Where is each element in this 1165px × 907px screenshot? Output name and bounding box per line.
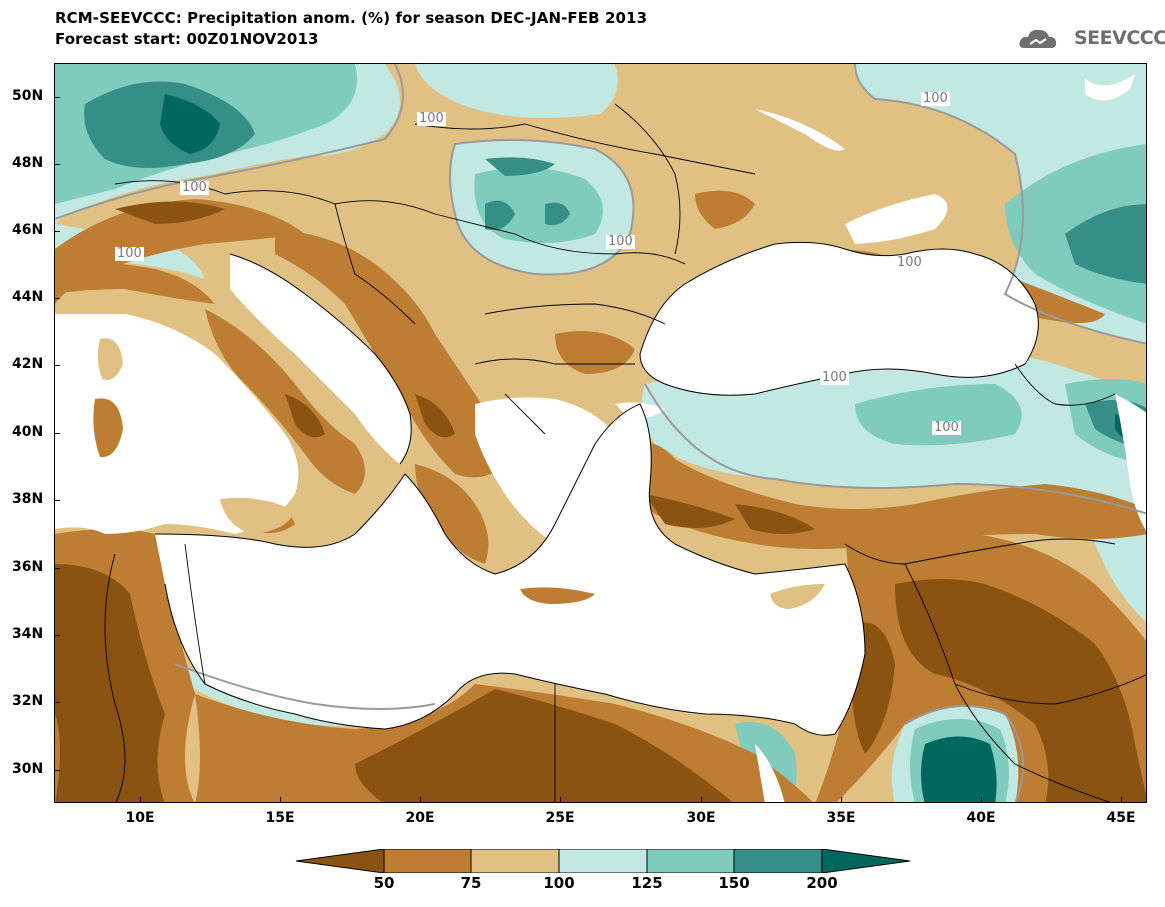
- forecast-start-subtitle: Forecast start: 00Z01NOV2013: [55, 30, 319, 48]
- lon-tick: [420, 797, 421, 803]
- colorbar-label: 75: [460, 874, 482, 892]
- map-title: RCM-SEEVCCC: Precipitation anom. (%) for…: [55, 9, 648, 27]
- seevccc-logo: SEEVCCC: [1074, 27, 1165, 49]
- lat-tick: [54, 568, 60, 569]
- lon-tick: [560, 797, 561, 803]
- lon-tick: [981, 797, 982, 803]
- lat-label: 44N: [12, 289, 44, 305]
- lon-label: 10E: [125, 810, 155, 826]
- contour-label: 100: [820, 370, 849, 385]
- colorbar-segment: [733, 849, 823, 873]
- lat-label: 30N: [12, 761, 44, 777]
- cloud-icon: [1019, 29, 1057, 48]
- lat-label: 40N: [12, 424, 44, 440]
- map-plot-area: 100 100 100 100 100 100 100 100: [54, 63, 1147, 803]
- lat-label: 42N: [12, 356, 44, 372]
- lon-label: 25E: [545, 810, 575, 826]
- colorbar-segment: [558, 849, 648, 873]
- colorbar-label: 100: [543, 874, 575, 892]
- contour-label: 100: [417, 111, 446, 126]
- colorbar-label: 125: [631, 874, 663, 892]
- colorbar-segment: [383, 849, 472, 873]
- lon-label: 15E: [265, 810, 295, 826]
- colorbar-label: 50: [373, 874, 395, 892]
- colorbar-label: 150: [718, 874, 750, 892]
- lat-tick: [54, 365, 60, 366]
- lat-label: 36N: [12, 559, 44, 575]
- black-sea: [640, 242, 1039, 396]
- lat-tick: [54, 635, 60, 636]
- contour-label: 100: [895, 255, 924, 270]
- lat-tick: [54, 433, 60, 434]
- lat-tick: [54, 231, 60, 232]
- lon-label: 35E: [826, 810, 856, 826]
- lat-label: 48N: [12, 155, 44, 171]
- lon-tick: [280, 797, 281, 803]
- lon-label: 45E: [1106, 810, 1136, 826]
- lat-tick: [54, 97, 60, 98]
- colorbar-segment: [821, 849, 910, 873]
- colorbar-segment: [296, 849, 385, 873]
- lon-tick: [1121, 797, 1122, 803]
- colorbar-segment: [470, 849, 560, 873]
- lat-label: 46N: [12, 222, 44, 238]
- lat-label: 34N: [12, 626, 44, 642]
- contour-label: 100: [921, 91, 950, 106]
- lon-label: 20E: [405, 810, 435, 826]
- lon-tick: [701, 797, 702, 803]
- lat-tick: [54, 770, 60, 771]
- lat-tick: [54, 702, 60, 703]
- colorbar-label: 200: [806, 874, 838, 892]
- lat-label: 32N: [12, 693, 44, 709]
- lon-label: 30E: [686, 810, 716, 826]
- lat-tick: [54, 164, 60, 165]
- contour-label: 100: [180, 180, 209, 195]
- lat-label: 38N: [12, 491, 44, 507]
- colorbar-segment: [646, 849, 735, 873]
- lat-tick: [54, 298, 60, 299]
- contour-label: 100: [606, 234, 635, 249]
- lon-tick: [841, 797, 842, 803]
- lon-label: 40E: [966, 810, 996, 826]
- lat-label: 50N: [12, 88, 44, 104]
- lat-tick: [54, 500, 60, 501]
- colorbar: [296, 849, 910, 873]
- contour-label: 100: [932, 420, 961, 435]
- contour-label: 100: [115, 246, 144, 261]
- lon-tick: [140, 797, 141, 803]
